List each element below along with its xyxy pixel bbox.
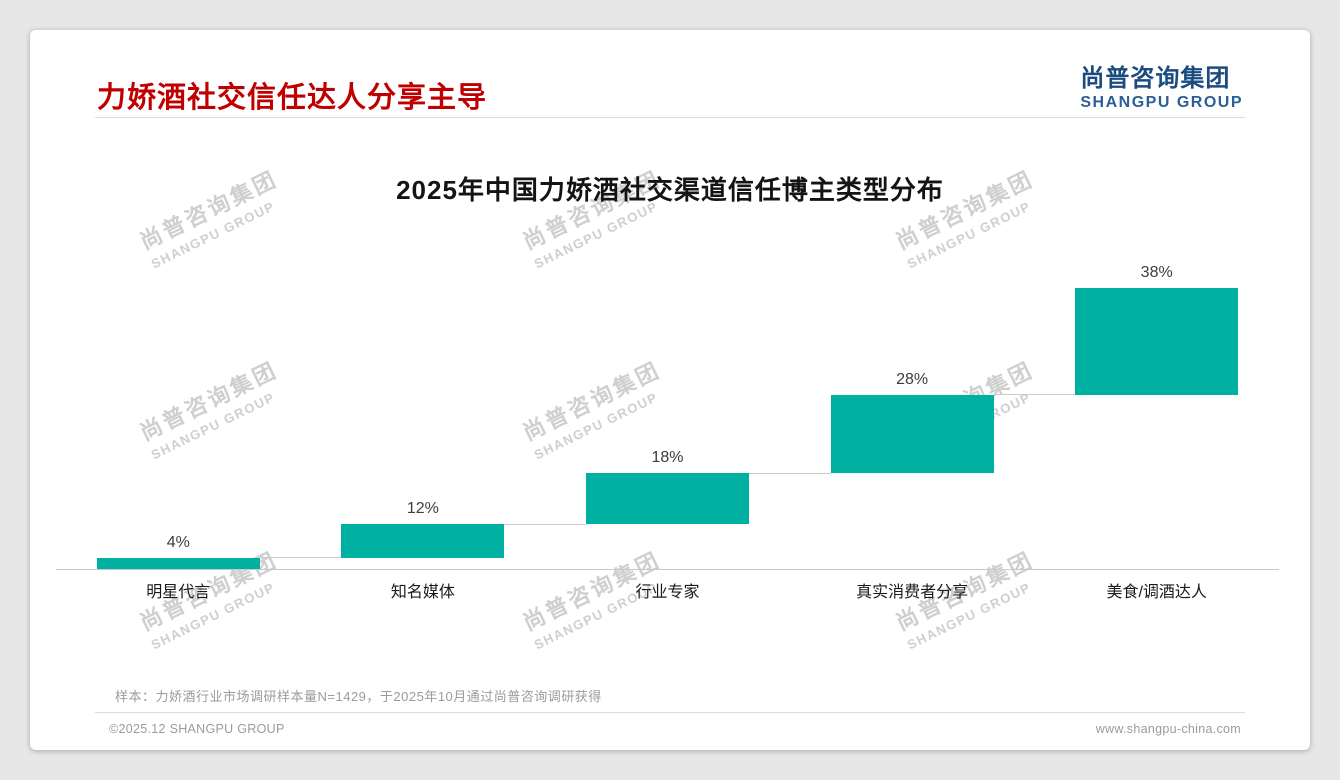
- chart-bar: [1075, 288, 1239, 395]
- category-label: 美食/调酒达人: [1106, 584, 1207, 601]
- value-label: 28%: [896, 370, 929, 388]
- chart-title: 2025年中国力娇酒社交渠道信任博主类型分布: [396, 175, 944, 205]
- company-logo: 尚普咨询集团 SHANGPU GROUP: [1080, 58, 1243, 112]
- website-url: www.shangpu-china.com: [1095, 722, 1241, 736]
- chart-bar: [96, 557, 260, 569]
- step-connector-line: [749, 472, 831, 474]
- chart-bar: [830, 394, 994, 474]
- category-label: 知名媒体: [390, 584, 455, 601]
- header: 力娇酒社交信任达人分享主导 尚普咨询集团 SHANGPU GROUP: [95, 30, 1245, 118]
- category-label: 明星代言: [146, 584, 211, 601]
- logo-chinese-text: 尚普咨询集团: [1080, 65, 1231, 92]
- step-connector-line: [993, 394, 1076, 396]
- slide-card: 尚普咨询集团 SHANGPU GROUP 尚普咨询集团 SHANGPU GROUP 尚普…: [30, 30, 1310, 750]
- chart-bar: [341, 524, 505, 558]
- chart-plot: 4% 明星代言 12% 知名媒体 18% 行业专家 28% 真实消费者分享 38% 美食/调酒达人: [56, 264, 1279, 601]
- copyright-text: ©2025.12 SHANGPU GROUP: [109, 722, 285, 736]
- value-label: 18%: [651, 449, 684, 467]
- category-label: 真实消费者分享: [856, 584, 969, 601]
- footer: ©2025.12 SHANGPU GROUP www.shangpu-china…: [95, 712, 1245, 736]
- step-connector-line: [504, 523, 586, 525]
- sample-footnote: 样本：力娇酒行业市场调研样本量N=1429，于2025年10月通过尚普咨询调研获…: [115, 689, 602, 704]
- category-label: 行业专家: [635, 584, 700, 601]
- chart-bar: [586, 473, 749, 525]
- value-label: 12%: [406, 500, 439, 518]
- value-label: 4%: [166, 533, 190, 551]
- step-connector-line: [259, 557, 342, 559]
- value-label: 38%: [1140, 264, 1173, 281]
- logo-english-text: SHANGPU GROUP: [1080, 94, 1243, 111]
- page-title: 力娇酒社交信任达人分享主导: [97, 82, 488, 114]
